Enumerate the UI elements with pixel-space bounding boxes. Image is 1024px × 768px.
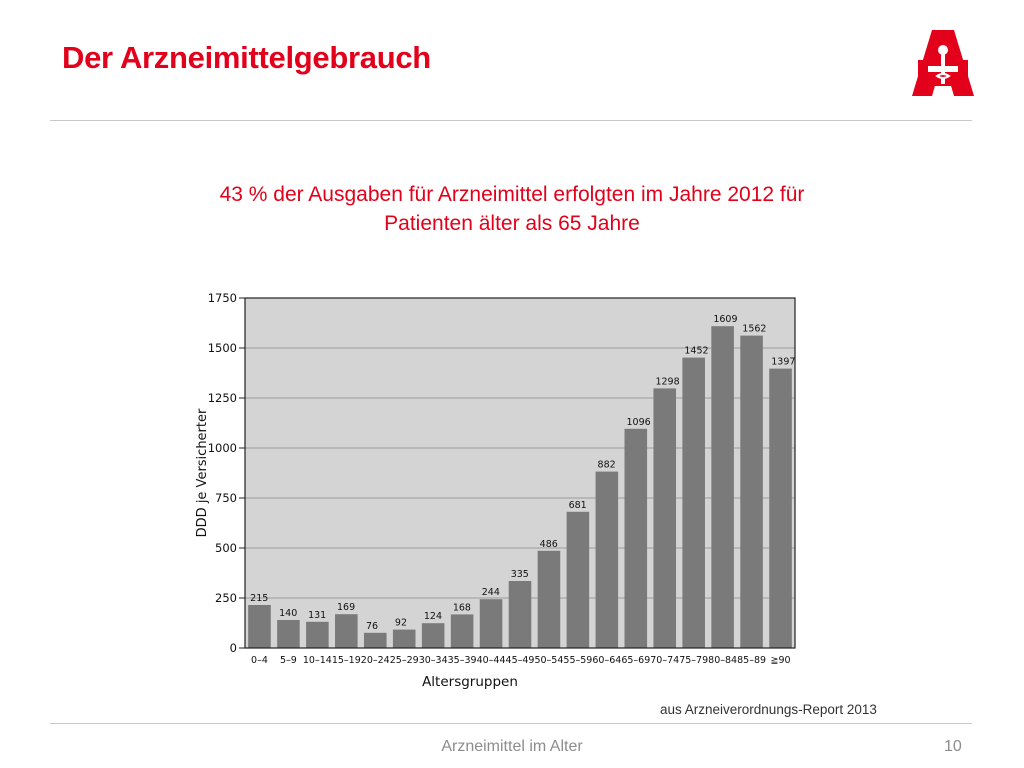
y-tick-label: 1250	[208, 391, 237, 405]
x-tick-label: 50–54	[534, 655, 563, 666]
data-label: 169	[337, 602, 355, 613]
x-tick-label: 15–19	[332, 655, 361, 666]
data-label: 244	[482, 587, 500, 598]
plot-frame	[244, 297, 796, 649]
x-tick-label: 80–84	[708, 655, 737, 666]
y-tick-label: 0	[230, 641, 237, 655]
data-label: 92	[395, 618, 407, 629]
bar	[566, 511, 590, 648]
bar	[479, 599, 503, 648]
data-label: 1397	[771, 357, 795, 368]
page-number: 10	[944, 738, 962, 755]
title-divider	[50, 120, 972, 121]
y-tick-label: 1500	[208, 341, 237, 355]
bar	[421, 623, 445, 648]
data-label: 1096	[627, 417, 651, 428]
y-tick-label: 250	[215, 591, 237, 605]
x-tick-label: 45–49	[506, 655, 535, 666]
bar	[248, 605, 271, 648]
bar	[682, 357, 705, 648]
source-note: aus Arzneiverordnungs-Report 2013	[660, 702, 877, 717]
bar	[306, 621, 329, 648]
y-tick-label: 1000	[208, 441, 237, 455]
x-tick-label: 5–9	[280, 655, 297, 666]
slide-subtitle: 43 % der Ausgaben für Arzneimittel erfol…	[112, 180, 912, 238]
x-tick-label: 75–79	[679, 655, 708, 666]
subtitle-line-2: Patienten älter als 65 Jahre	[384, 212, 640, 235]
data-label: 486	[540, 539, 558, 550]
x-tick-label: 25–29	[390, 655, 419, 666]
data-label: 882	[598, 460, 616, 471]
bar	[595, 471, 619, 648]
subtitle-line-1: 43 % der Ausgaben für Arzneimittel erfol…	[219, 183, 805, 206]
data-label: 681	[569, 500, 587, 511]
bar	[624, 428, 648, 648]
x-tick-label: 40–44	[477, 655, 506, 666]
x-tick-label: 10–14	[303, 655, 332, 666]
bar-chart: 0 250 500 750 1000 1250 1500 1750 215 0–4 140 5–9 13…	[195, 291, 796, 690]
footer-text: Arzneimittel im Alter	[441, 738, 583, 755]
x-tick-label: 65–69	[621, 655, 650, 666]
slide-title: Der Arzneimittelgebrauch	[62, 40, 431, 75]
x-tick-label: 60–64	[592, 655, 621, 666]
x-tick-label: 0–4	[251, 655, 268, 666]
y-tick-label: 1750	[208, 291, 237, 305]
x-tick-label: 55–59	[563, 655, 592, 666]
apotheke-logo-icon	[912, 30, 974, 96]
bar	[711, 326, 734, 648]
x-tick-label: 85–89	[737, 655, 766, 666]
y-tick-label: 500	[215, 541, 237, 555]
x-tick-label: 30–34	[419, 655, 448, 666]
bar	[537, 550, 561, 648]
data-label: 215	[250, 593, 268, 604]
data-label: 76	[366, 621, 378, 632]
bar	[363, 632, 387, 648]
x-tick-label: 35–39	[448, 655, 477, 666]
bar	[392, 629, 416, 648]
bar	[508, 581, 532, 648]
data-label: 168	[453, 602, 471, 613]
x-tick-label: ≧90	[770, 655, 790, 666]
x-tick-label: 70–74	[650, 655, 679, 666]
data-label: 1452	[684, 346, 708, 357]
y-axis-title: DDD je Versicherter	[195, 408, 210, 537]
bar	[277, 620, 300, 648]
bar	[769, 368, 792, 648]
y-tick-label: 750	[215, 491, 237, 505]
data-label: 1298	[655, 376, 679, 387]
data-label: 124	[424, 611, 442, 622]
data-label: 140	[279, 608, 297, 619]
bar	[335, 614, 358, 648]
x-tick-label: 20–24	[361, 655, 390, 666]
bar	[740, 335, 763, 648]
x-axis-title: Altersgruppen	[422, 674, 518, 690]
footer-divider	[50, 723, 972, 724]
bar	[450, 614, 474, 648]
data-label: 131	[308, 610, 326, 621]
data-label: 1609	[713, 314, 737, 325]
data-label: 335	[511, 569, 529, 580]
bar	[653, 388, 677, 648]
data-label: 1562	[742, 324, 766, 335]
